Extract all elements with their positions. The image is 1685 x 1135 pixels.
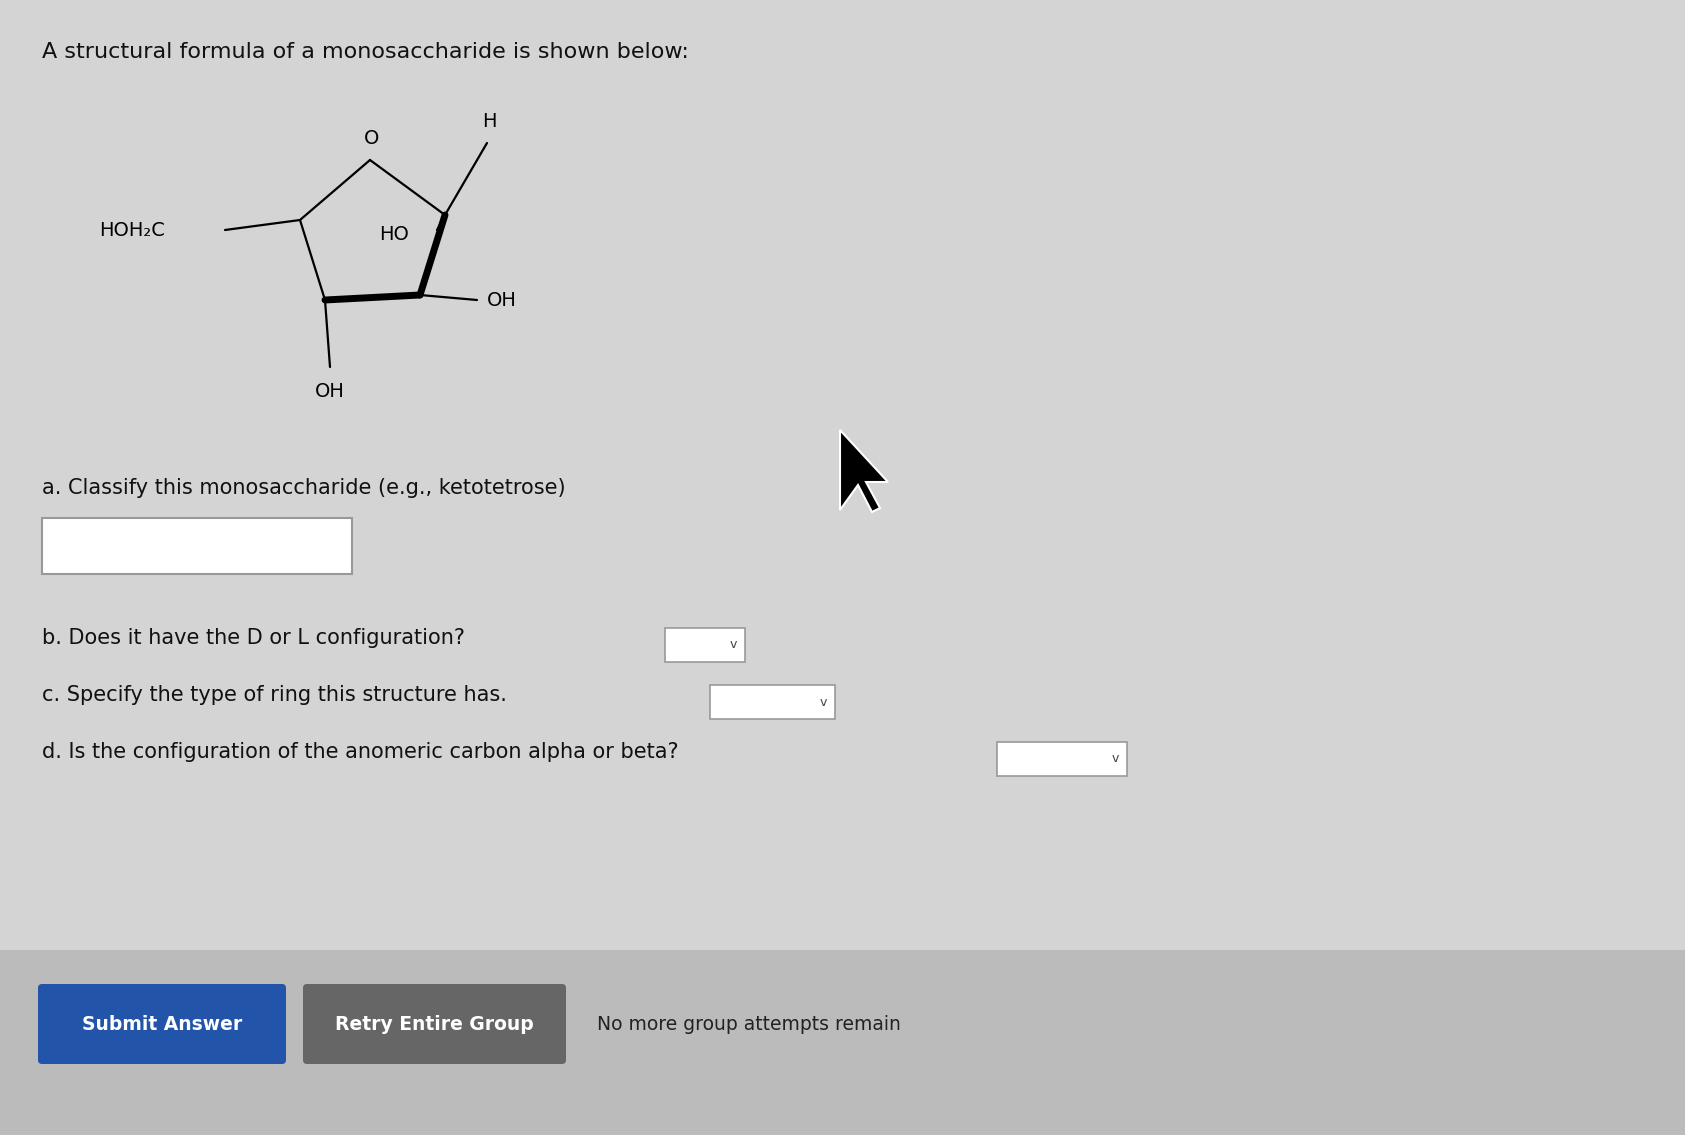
Text: d. Is the configuration of the anomeric carbon alpha or beta?: d. Is the configuration of the anomeric … xyxy=(42,742,679,762)
Polygon shape xyxy=(841,430,888,512)
Polygon shape xyxy=(300,160,445,300)
Text: c. Specify the type of ring this structure has.: c. Specify the type of ring this structu… xyxy=(42,686,507,705)
Text: v: v xyxy=(730,639,736,651)
FancyBboxPatch shape xyxy=(303,984,566,1063)
FancyBboxPatch shape xyxy=(998,742,1127,776)
Text: No more group attempts remain: No more group attempts remain xyxy=(596,1015,901,1034)
Text: HOH₂C: HOH₂C xyxy=(99,220,165,239)
Text: Submit Answer: Submit Answer xyxy=(83,1015,243,1034)
FancyBboxPatch shape xyxy=(709,686,836,718)
FancyBboxPatch shape xyxy=(0,950,1685,1135)
FancyBboxPatch shape xyxy=(39,984,286,1063)
Text: v: v xyxy=(819,696,827,708)
FancyBboxPatch shape xyxy=(42,518,352,574)
Text: H: H xyxy=(482,112,497,131)
Text: O: O xyxy=(364,129,379,148)
Text: b. Does it have the D or L configuration?: b. Does it have the D or L configuration… xyxy=(42,628,465,648)
Text: OH: OH xyxy=(315,382,345,401)
FancyBboxPatch shape xyxy=(666,628,745,662)
Text: HO: HO xyxy=(379,226,409,244)
Text: A structural formula of a monosaccharide is shown below:: A structural formula of a monosaccharide… xyxy=(42,42,689,62)
Text: OH: OH xyxy=(487,291,517,310)
Text: a. Classify this monosaccharide (e.g., ketotetrose): a. Classify this monosaccharide (e.g., k… xyxy=(42,478,566,498)
Text: Retry Entire Group: Retry Entire Group xyxy=(335,1015,534,1034)
Text: v: v xyxy=(1112,753,1119,765)
